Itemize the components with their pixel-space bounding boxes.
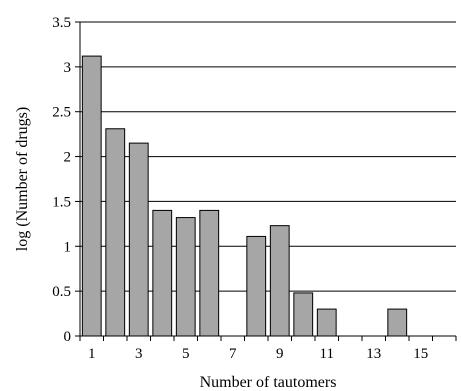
y-tick-label-0: 0 bbox=[64, 329, 72, 345]
x-tick-label-3: 7 bbox=[229, 346, 237, 362]
y-axis-title: log (Number of drugs) bbox=[14, 107, 31, 251]
x-tick-label-4: 9 bbox=[276, 346, 284, 362]
x-axis-title: Number of tautomers bbox=[200, 374, 337, 391]
y-tick-label-2: 1 bbox=[64, 239, 72, 255]
y-tick-layer: 0 0.5 1 1.5 2 2.5 3 3.5 bbox=[52, 15, 80, 345]
bar-14 bbox=[387, 308, 408, 337]
x-tick-label-0: 1 bbox=[88, 346, 96, 362]
x-tick-label-6: 13 bbox=[366, 346, 381, 362]
y-tick-label-3: 1.5 bbox=[52, 194, 71, 210]
x-tick-label-1: 3 bbox=[135, 346, 143, 362]
x-tick-label-2: 5 bbox=[182, 346, 190, 362]
bar-2 bbox=[105, 128, 126, 337]
bar-3 bbox=[128, 142, 149, 337]
bar-9 bbox=[269, 225, 290, 337]
y-tick-label-5: 2.5 bbox=[52, 105, 71, 121]
bar-6 bbox=[199, 209, 220, 337]
bar-4 bbox=[152, 209, 173, 337]
x-tick-label-7: 15 bbox=[413, 346, 428, 362]
bar-1 bbox=[81, 55, 102, 337]
bar-8 bbox=[246, 235, 267, 337]
x-tick-layer: 1 3 5 7 9 11 13 15 bbox=[79, 336, 457, 362]
y-tick-label-1: 0.5 bbox=[52, 284, 71, 300]
y-tick-label-7: 3.5 bbox=[52, 15, 71, 31]
y-tick-label-6: 3 bbox=[64, 60, 72, 76]
bar-11 bbox=[316, 308, 337, 337]
bar-5 bbox=[175, 217, 196, 337]
bar-10 bbox=[293, 292, 314, 337]
bar-layer bbox=[81, 55, 408, 337]
y-tick-label-4: 2 bbox=[64, 150, 72, 166]
x-tick-label-5: 11 bbox=[320, 346, 334, 362]
